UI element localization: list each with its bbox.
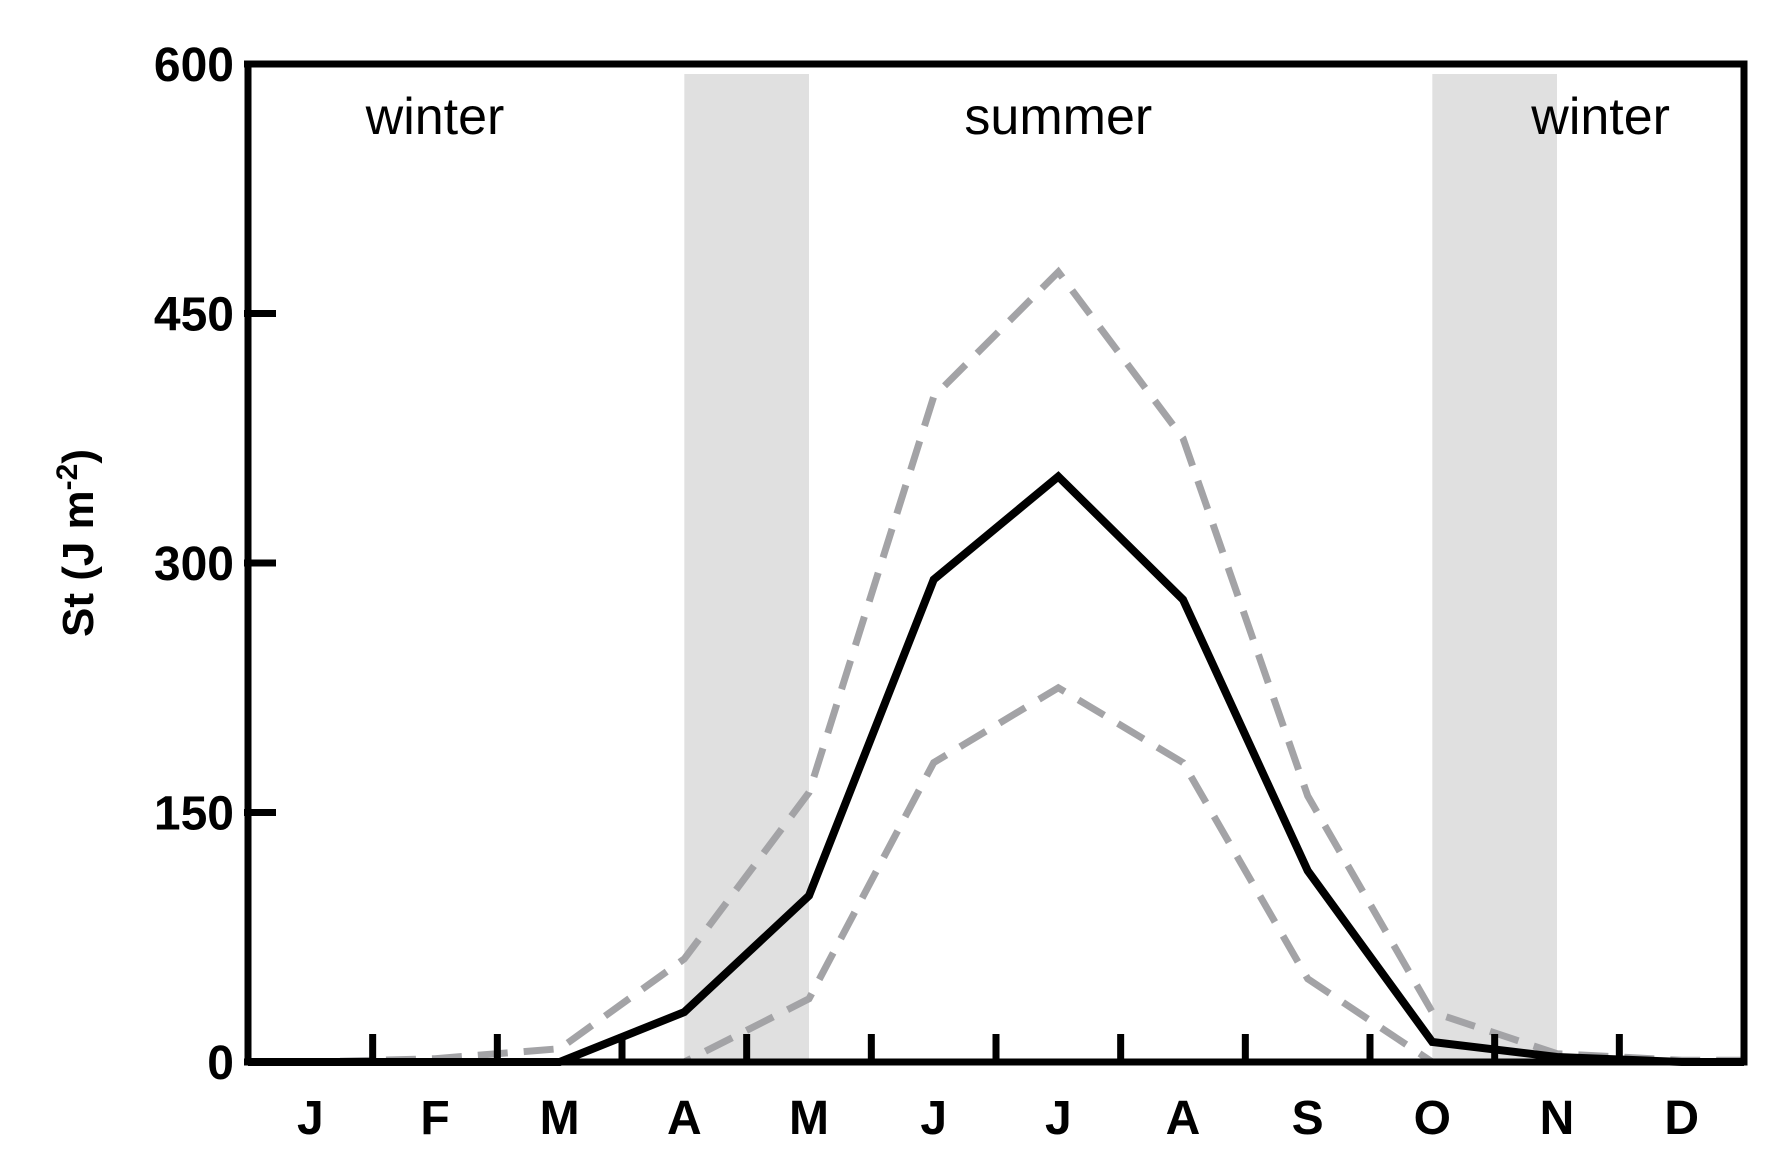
season-labels: winter summer winter bbox=[365, 88, 1670, 146]
x-tick-label: J bbox=[920, 1092, 947, 1145]
x-tick-label: N bbox=[1540, 1092, 1575, 1145]
y-axis-title-close: ) bbox=[54, 449, 103, 464]
series-line-2-dashed bbox=[248, 266, 1744, 1066]
season-label: winter bbox=[365, 88, 505, 146]
x-tick-label: M bbox=[540, 1092, 580, 1145]
axis-labels: J F M A M J J A S O N D 0 150 300 450 600 bbox=[154, 39, 1699, 1145]
x-tick-label: O bbox=[1414, 1092, 1451, 1145]
season-label: winter bbox=[1530, 88, 1670, 146]
y-axis-title-superscript: -2 bbox=[51, 464, 84, 491]
y-tick-label: 300 bbox=[154, 538, 234, 591]
y-tick-label: 150 bbox=[154, 788, 234, 841]
shaded-bands bbox=[684, 74, 1557, 1062]
x-tick-label: S bbox=[1292, 1092, 1324, 1145]
axis-ticks bbox=[244, 60, 1623, 1066]
x-tick-label: J bbox=[1045, 1092, 1072, 1145]
y-axis-title-main: St (J m bbox=[54, 490, 103, 637]
x-tick-label: D bbox=[1664, 1092, 1699, 1145]
y-tick-label: 450 bbox=[154, 289, 234, 342]
shaded-band-1 bbox=[684, 74, 809, 1062]
x-tick-label: J bbox=[297, 1092, 324, 1145]
y-tick-label: 600 bbox=[154, 39, 234, 92]
shaded-band-2 bbox=[1432, 74, 1557, 1062]
season-label: summer bbox=[964, 88, 1152, 146]
y-axis-title: St (J m-2) bbox=[51, 449, 103, 637]
x-tick-label: A bbox=[667, 1092, 702, 1145]
x-tick-label: A bbox=[1166, 1092, 1201, 1145]
x-tick-label: M bbox=[789, 1092, 829, 1145]
x-tick-label: F bbox=[420, 1092, 449, 1145]
y-tick-label: 0 bbox=[207, 1037, 234, 1090]
